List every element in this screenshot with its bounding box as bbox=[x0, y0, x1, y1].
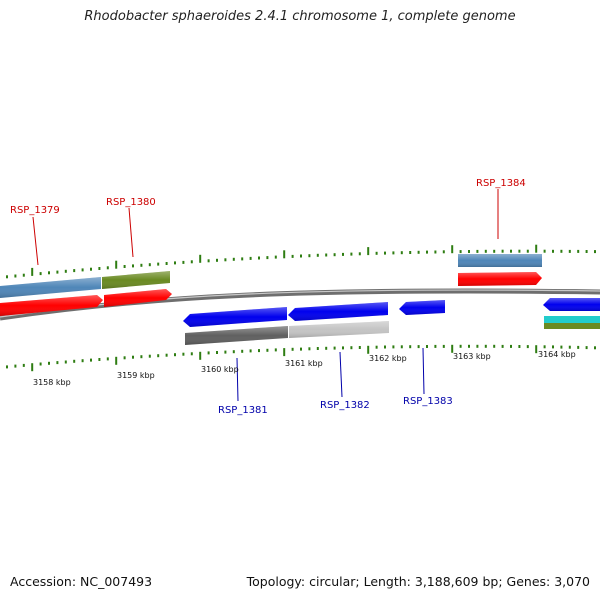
kbp-label-3159: 3159 kbp bbox=[117, 371, 155, 380]
leader-line-rsp-1380 bbox=[128, 207, 134, 258]
kbp-label-3160: 3160 kbp bbox=[201, 365, 239, 374]
gene-bar-right-edge-cyan[interactable] bbox=[544, 316, 600, 323]
leader-line-rsp-1379 bbox=[32, 216, 39, 266]
gene-label-rsp-1382[interactable]: RSP_1382 bbox=[320, 400, 370, 411]
kbp-label-3164: 3164 kbp bbox=[538, 350, 576, 359]
gene-bar-rsp-1381-shine bbox=[185, 326, 288, 345]
outer-tick-track bbox=[6, 244, 596, 279]
cds-arrow-rsp-1380-shine bbox=[104, 289, 172, 307]
leader-line-rsp-1382 bbox=[339, 351, 343, 398]
gene-bar-right-edge-olive[interactable] bbox=[544, 323, 600, 329]
cds-arrow-rsp-1379-shine bbox=[0, 295, 103, 316]
gene-label-rsp-1380[interactable]: RSP_1380 bbox=[106, 197, 156, 208]
gene-bar-rsp-1384-shine bbox=[458, 254, 542, 267]
cds-arrow-rsp-1383-shine bbox=[399, 300, 445, 315]
accession-text: Accession: NC_007493 bbox=[10, 574, 153, 589]
gene-bar-rsp-1380-shine bbox=[102, 271, 170, 289]
kbp-label-3162: 3162 kbp bbox=[369, 354, 407, 363]
kbp-label-3163: 3163 kbp bbox=[453, 352, 491, 361]
kbp-label-3161: 3161 kbp bbox=[285, 359, 323, 368]
gene-label-rsp-1381[interactable]: RSP_1381 bbox=[218, 405, 268, 416]
gene-label-rsp-1383[interactable]: RSP_1383 bbox=[403, 396, 453, 407]
cds-arrow-rsp-1382-shine bbox=[288, 302, 388, 321]
kbp-label-3158: 3158 kbp bbox=[33, 378, 71, 387]
leader-line-rsp-1383 bbox=[422, 347, 425, 395]
gene-bar-rsp-1382-shine bbox=[289, 321, 389, 338]
gene-label-rsp-1379[interactable]: RSP_1379 bbox=[10, 205, 60, 216]
leader-line-rsp-1381 bbox=[236, 357, 239, 402]
cds-arrow-right-edge-shine bbox=[543, 298, 600, 311]
cds-arrow-rsp-1384-shine bbox=[458, 272, 542, 286]
map-title: Rhodobacter sphaeroides 2.4.1 chromosome… bbox=[84, 9, 516, 24]
gene-label-rsp-1384[interactable]: RSP_1384 bbox=[476, 178, 526, 189]
genome-summary-text: Topology: circular; Length: 3,188,609 bp… bbox=[246, 574, 590, 589]
gene-bar-rsp-1379-shine bbox=[0, 277, 101, 298]
cds-arrow-rsp-1381-shine bbox=[183, 307, 287, 327]
inner-tick-track bbox=[6, 344, 596, 372]
